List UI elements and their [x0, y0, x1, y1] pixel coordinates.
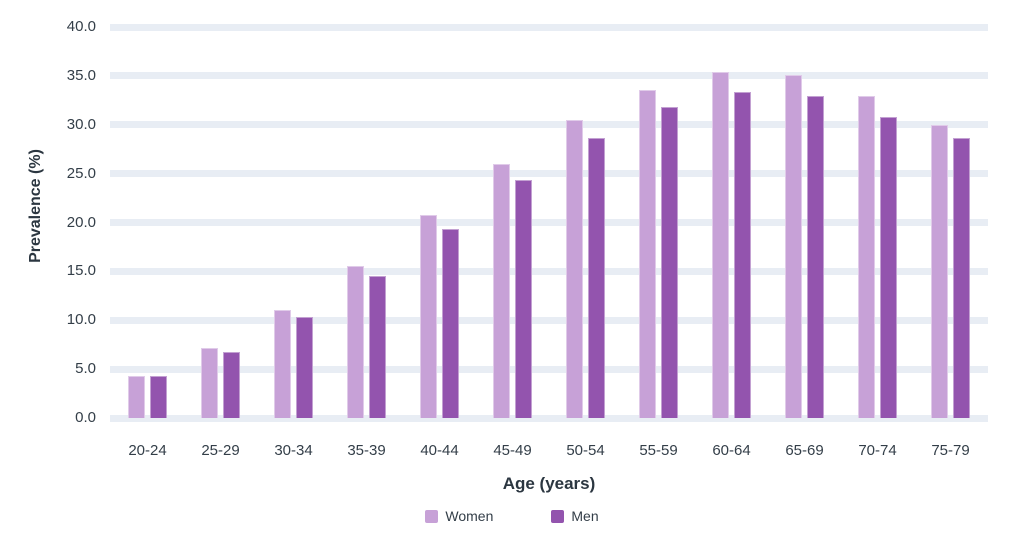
gridline [110, 23, 988, 31]
bar-men-75-79 [953, 138, 970, 418]
bar-women-35-39 [347, 265, 364, 418]
legend-label-women: Women [445, 508, 494, 524]
bar-men-25-29 [223, 351, 240, 418]
bar-men-60-64 [734, 91, 751, 418]
x-tick-label: 40-44 [420, 442, 459, 459]
gridline [110, 316, 988, 324]
legend-label-men: Men [571, 508, 599, 524]
y-axis-title: Prevalence (%) [27, 149, 44, 263]
women-swatch-icon [425, 509, 439, 523]
bar-men-35-39 [369, 276, 386, 418]
legend-item-women: Women [425, 508, 493, 524]
gridline [110, 219, 988, 226]
bar-men-55-59 [661, 107, 678, 418]
y-tick-label: 40.0 [66, 18, 96, 35]
gridline [110, 121, 988, 129]
y-tick-label: 0.0 [75, 409, 96, 426]
x-tick-label: 55-59 [639, 442, 678, 459]
bar-women-25-29 [201, 347, 218, 418]
x-tick-label: 25-29 [201, 442, 240, 459]
bar-men-65-69 [807, 96, 824, 418]
gridline [110, 267, 988, 275]
bar-men-40-44 [442, 229, 459, 418]
gridline [110, 170, 988, 178]
gridline [110, 365, 988, 373]
gridline [110, 72, 988, 80]
x-tick-label: 50-54 [566, 442, 605, 459]
bar-women-40-44 [420, 214, 437, 418]
y-tick-label: 10.0 [66, 311, 96, 329]
x-tick-label: 75-79 [931, 442, 970, 459]
x-tick-label: 35-39 [347, 442, 386, 459]
x-tick-label: 45-49 [493, 442, 532, 459]
legend: Women Men [0, 508, 1024, 524]
gridline [110, 414, 988, 422]
x-tick-label: 70-74 [858, 442, 897, 459]
plot-area [110, 23, 988, 422]
bar-women-30-34 [274, 310, 291, 418]
legend-item-men: Men [551, 508, 599, 524]
bar-men-45-49 [515, 179, 532, 418]
bar-women-55-59 [639, 89, 656, 418]
bar-men-30-34 [296, 317, 313, 418]
y-tick-label: 5.0 [75, 360, 96, 378]
y-tick-label: 25.0 [66, 164, 96, 182]
bar-men-70-74 [880, 116, 897, 418]
x-axis-title: Age (years) [502, 474, 596, 493]
y-tick-label: 15.0 [66, 262, 96, 280]
bar-women-20-24 [128, 375, 145, 418]
bar-women-50-54 [566, 119, 583, 418]
x-tick-label: 65-69 [785, 442, 824, 459]
bar-women-60-64 [712, 71, 729, 418]
x-tick-label: 30-34 [274, 442, 313, 459]
y-tick-label: 20.0 [66, 213, 96, 231]
y-tick-label: 30.0 [66, 115, 96, 133]
bar-women-45-49 [493, 163, 510, 418]
y-tick-label: 35.0 [66, 66, 96, 84]
x-tick-label: 20-24 [128, 442, 167, 459]
bar-men-20-24 [150, 375, 167, 418]
bar-women-75-79 [931, 124, 948, 418]
x-tick-label: 60-64 [712, 442, 751, 459]
men-swatch-icon [551, 509, 565, 523]
bar-women-65-69 [785, 74, 802, 418]
bar-men-50-54 [588, 138, 605, 418]
bar-women-70-74 [858, 96, 875, 418]
